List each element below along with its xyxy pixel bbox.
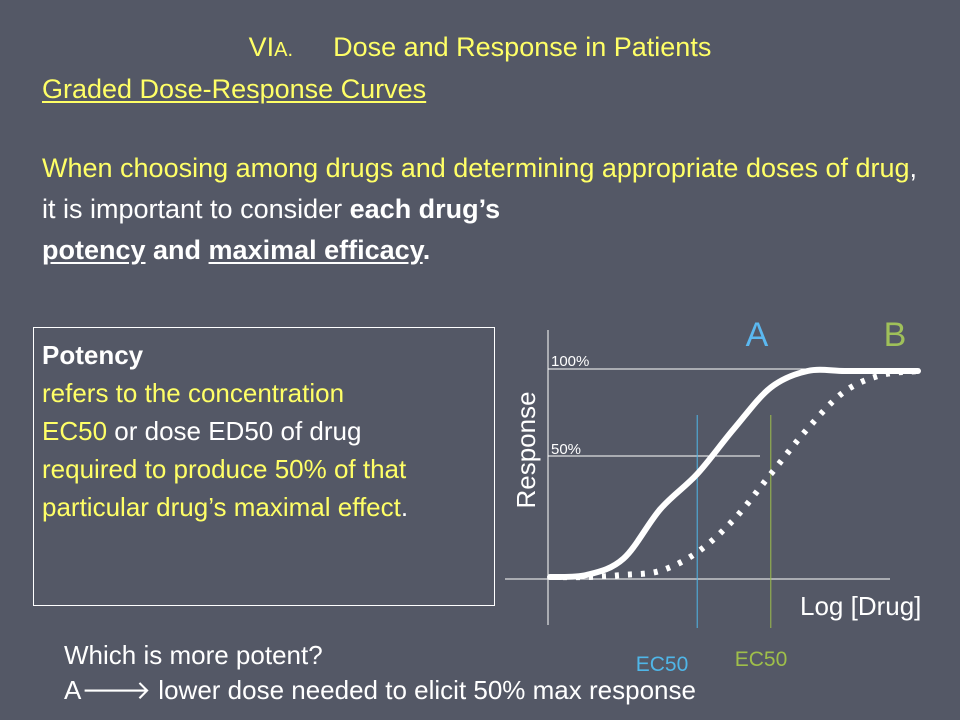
x-axis-label: Log [Drug] xyxy=(800,591,921,621)
slide-title: VIA. Dose and Response in Patients xyxy=(0,32,960,63)
title-small: A. xyxy=(274,39,294,61)
tick-50: 50% xyxy=(551,441,581,458)
answer-text: lower dose needed to elicit 50% max resp… xyxy=(151,675,696,705)
curve-b xyxy=(549,368,919,581)
potency-box xyxy=(33,327,495,606)
ec50-label-a: EC50 xyxy=(636,653,689,676)
potency-end: . xyxy=(400,492,409,522)
para-part2: , it is important to consider xyxy=(42,153,918,224)
potency-line3: required to produce 50% of that particul… xyxy=(42,454,407,522)
arrow-icon: 🡒 xyxy=(81,675,152,705)
ec50-label-b: EC50 xyxy=(735,648,788,671)
para-part1: When choosing among drugs and determinin… xyxy=(42,153,910,183)
answer-prefix: A xyxy=(64,675,82,705)
curve-b-label: B xyxy=(884,316,907,354)
slide-subtitle: Graded Dose-Response Curves xyxy=(42,74,427,104)
potency-heading: Potency xyxy=(42,340,144,370)
para-and: and xyxy=(145,235,209,265)
para-potency: potency xyxy=(42,235,146,265)
potency-line1: refers to the concentration xyxy=(42,378,345,408)
question-block: Which is more potent? A🡒 lower dose neede… xyxy=(64,638,824,708)
title-text: Dose and Response in Patients xyxy=(333,32,712,62)
para-period: . xyxy=(422,235,431,265)
curve-a xyxy=(547,366,921,581)
question-line: Which is more potent? xyxy=(64,640,323,670)
potency-ec50: EC50 xyxy=(42,416,108,446)
potency-box-text: Potency refers to the concentration EC50 o… xyxy=(42,336,492,526)
y-axis-label: Response xyxy=(511,391,541,508)
curve-a-label: A xyxy=(746,316,769,354)
tick-100: 100% xyxy=(551,353,589,370)
intro-paragraph: When choosing among drugs and determinin… xyxy=(42,148,922,271)
potency-mid: or dose ED50 of drug xyxy=(107,416,362,446)
para-part3: each drug’s xyxy=(349,194,501,224)
title-roman: VI xyxy=(248,32,275,62)
para-maximal-efficacy: maximal efficacy xyxy=(208,235,423,265)
